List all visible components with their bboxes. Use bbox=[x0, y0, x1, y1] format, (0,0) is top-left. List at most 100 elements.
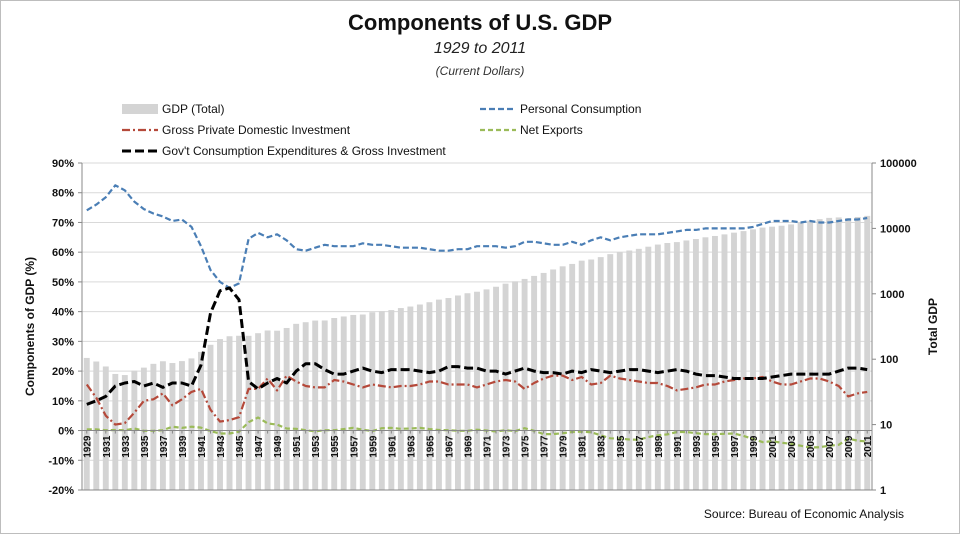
gdp-bar bbox=[845, 218, 852, 490]
gdp-bar bbox=[702, 237, 709, 490]
gdp-bar bbox=[369, 312, 376, 490]
y-right-tick-label: 100000 bbox=[880, 158, 917, 170]
x-tick-label: 1981 bbox=[578, 435, 589, 458]
gdp-bar bbox=[359, 314, 366, 490]
x-tick-label: 1951 bbox=[292, 435, 303, 458]
y-right-tick-label: 1 bbox=[880, 485, 886, 497]
gdp-bar bbox=[274, 330, 281, 490]
x-tick-label: 2003 bbox=[787, 435, 798, 458]
gdp-bar bbox=[597, 257, 604, 490]
gdp-bar bbox=[721, 234, 728, 490]
x-tick-label: 1977 bbox=[540, 435, 551, 458]
x-tick-label: 1953 bbox=[311, 435, 322, 458]
gdp-bar bbox=[759, 227, 766, 490]
gdp-bar bbox=[140, 367, 147, 490]
legend-label-gov: Gov't Consumption Expenditures & Gross I… bbox=[162, 144, 446, 158]
gdp-bar bbox=[378, 311, 385, 490]
y-left-tick-label: 90% bbox=[52, 158, 74, 170]
x-tick-label: 1967 bbox=[444, 435, 455, 458]
gdp-bar bbox=[217, 339, 223, 490]
gdp-bar bbox=[245, 335, 252, 490]
gdp-bar bbox=[483, 289, 490, 490]
x-tick-label: 2007 bbox=[825, 435, 836, 458]
gdp-bar bbox=[797, 222, 804, 490]
gdp-bar bbox=[293, 323, 300, 490]
x-tick-label: 1993 bbox=[692, 435, 703, 458]
gdp-bar bbox=[226, 336, 233, 490]
x-tick-label: 1971 bbox=[483, 435, 494, 458]
gdp-bar bbox=[207, 344, 214, 490]
gdp-bar bbox=[654, 244, 661, 490]
chart-title: Components of U.S. GDP bbox=[348, 10, 612, 35]
gdp-bar bbox=[521, 278, 528, 490]
gdp-bar bbox=[169, 363, 176, 490]
x-tick-label: 1995 bbox=[711, 435, 722, 458]
gdp-bar bbox=[302, 322, 309, 490]
gdp-bar bbox=[493, 286, 499, 490]
y-left-tick-label: 20% bbox=[52, 366, 74, 378]
gdp-bar bbox=[673, 242, 680, 490]
x-tick-label: 1955 bbox=[330, 435, 341, 458]
x-tick-label: 1999 bbox=[749, 435, 760, 458]
gdp-bar bbox=[426, 302, 433, 490]
gdp-bar bbox=[635, 248, 642, 490]
gdp-bar bbox=[540, 272, 547, 490]
gdp-bar bbox=[788, 224, 795, 490]
x-tick-label: 1989 bbox=[654, 435, 665, 458]
gdp-bar bbox=[645, 246, 652, 490]
gdp-bar bbox=[559, 266, 566, 490]
gdp-bar bbox=[255, 333, 262, 490]
x-tick-label: 2009 bbox=[844, 435, 855, 458]
gdp-bar bbox=[769, 226, 776, 490]
chart-note: (Current Dollars) bbox=[435, 64, 525, 78]
gdp-bar bbox=[397, 308, 404, 490]
gdp-bar bbox=[816, 219, 823, 490]
gdp-bar bbox=[350, 314, 357, 490]
x-tick-label: 1957 bbox=[349, 435, 360, 458]
x-tick-label: 1931 bbox=[102, 435, 113, 458]
y-left-tick-label: 50% bbox=[52, 277, 74, 289]
gdp-bar bbox=[321, 320, 328, 490]
x-tick-label: 1949 bbox=[273, 435, 284, 458]
gdp-bar bbox=[664, 243, 671, 490]
legend-swatch-gdp bbox=[122, 104, 158, 114]
x-tick-label: 1945 bbox=[235, 435, 246, 458]
y-left-tick-label: 80% bbox=[52, 188, 74, 200]
x-tick-label: 1979 bbox=[559, 435, 570, 458]
gdp-bar bbox=[340, 316, 347, 490]
y-right-tick-label: 1000 bbox=[880, 289, 904, 301]
y-left-tick-label: 30% bbox=[52, 336, 74, 348]
series-line-pce bbox=[86, 184, 868, 289]
x-tick-label: 1937 bbox=[159, 435, 170, 458]
legend: GDP (Total) Personal Consumption Gross Pri… bbox=[122, 102, 641, 158]
x-tick-label: 1973 bbox=[502, 435, 513, 458]
legend-label-pce: Personal Consumption bbox=[520, 102, 641, 116]
x-tick-label: 2001 bbox=[768, 435, 779, 458]
source-note: Source: Bureau of Economic Analysis bbox=[703, 507, 904, 521]
gdp-bar bbox=[588, 259, 595, 490]
gdp-bar bbox=[826, 217, 833, 491]
legend-label-nx: Net Exports bbox=[520, 123, 583, 137]
x-tick-label: 1983 bbox=[597, 435, 608, 458]
x-tick-label: 1935 bbox=[140, 435, 151, 458]
x-tick-label: 1985 bbox=[616, 435, 627, 458]
gdp-bar bbox=[188, 358, 195, 490]
y-left-tick-label: -20% bbox=[48, 485, 74, 497]
x-tick-label: 1963 bbox=[406, 435, 417, 458]
y-left-tick-label: 10% bbox=[52, 396, 74, 408]
gdp-bar bbox=[264, 330, 271, 490]
x-tick-label: 1941 bbox=[197, 435, 208, 458]
gdp-bar bbox=[731, 232, 737, 490]
x-tick-label: 1997 bbox=[730, 435, 741, 458]
gdp-bar bbox=[835, 217, 842, 490]
gdp-bar bbox=[435, 299, 442, 490]
x-tick-label: 1943 bbox=[216, 435, 227, 458]
gdp-bar bbox=[150, 363, 157, 490]
gdp-bar bbox=[740, 231, 747, 490]
y-left-tick-label: -10% bbox=[48, 455, 74, 467]
y-right-axis-title: Total GDP bbox=[926, 298, 940, 355]
gdp-bar bbox=[683, 240, 690, 490]
gdp-bar bbox=[159, 361, 166, 490]
x-tick-label: 1991 bbox=[673, 435, 684, 458]
